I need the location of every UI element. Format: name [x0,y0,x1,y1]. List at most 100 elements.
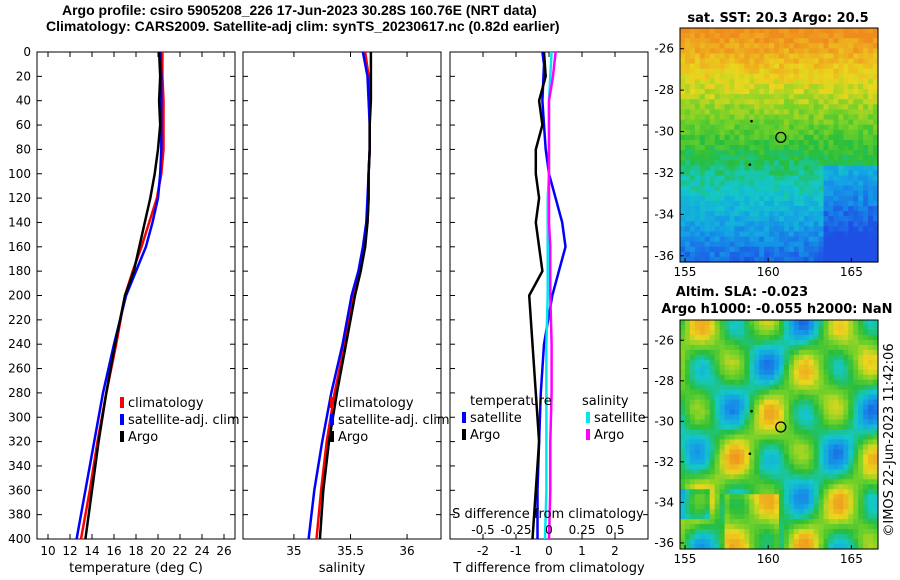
map-cell [754,78,760,85]
map-cell [739,459,745,465]
map-cell [709,170,716,177]
legend-label: satellite-adj. clim [338,413,450,428]
map-cell [709,324,716,331]
map-cell [813,78,820,85]
map-cell [694,489,701,495]
map-cell [739,489,745,495]
map-cell [823,58,830,65]
map-cell [788,324,795,331]
map-cell [818,379,825,386]
map-cell [699,145,706,151]
map-cell [699,185,706,192]
map-cell [769,474,775,480]
map-cell [684,119,691,126]
track-dot [750,119,753,123]
map-cell [699,68,706,75]
map-cell [699,241,706,248]
map-cell [759,424,765,431]
map-cell [783,190,790,197]
map-cell [858,216,864,222]
map-cell [779,175,785,182]
map-cell [828,124,835,131]
map-cell [719,334,726,341]
map-cell [714,339,721,346]
map-cell [759,529,765,535]
map-cell [813,399,820,406]
map-cell [699,33,706,39]
legend-label: Argo [338,430,368,445]
map-cell [783,236,790,243]
map-cell [838,334,844,341]
map-cell [724,134,731,141]
map-cell [764,544,770,550]
map-cell [684,544,691,550]
map-cell [680,119,686,126]
map-cell [838,384,844,391]
map-cell [694,374,701,381]
map-cell [774,119,780,126]
map-cell [714,429,721,436]
map-cell [833,409,839,416]
map-cell [848,464,854,470]
map-cell [788,469,795,475]
map-cell [798,479,805,485]
map-cell [704,99,711,105]
map-cell [818,139,825,146]
map-cell [769,200,775,207]
map-cell [774,226,780,233]
map-cell [719,83,726,90]
map-cell [793,251,800,258]
map-cell [858,529,864,535]
map-cell [783,251,790,258]
map-cell [863,379,869,386]
map-cell [873,429,879,436]
map-cell [779,399,785,406]
map-cell [823,489,830,495]
map-cell [868,221,874,227]
map-cell [843,464,849,470]
map-cell [798,374,805,381]
x-tick-label: 1 [578,544,586,558]
map-cell [793,139,800,146]
map-cell [704,206,711,212]
map-cell [699,58,706,65]
map-cell [774,424,780,431]
map-cell [764,251,770,258]
map-cell [843,99,849,105]
map-cell [744,489,750,495]
map-cell [813,404,820,411]
map-cell [803,454,810,460]
map-cell [838,529,844,535]
map-cell [774,504,780,510]
map-cell [798,129,805,136]
map-cell [828,320,835,326]
map-cell [818,484,825,490]
map-cell [769,329,775,336]
map-cell [783,544,790,550]
map-cell [863,329,869,336]
map-cell [694,38,701,44]
map-cell [798,165,805,172]
map-cell [823,139,830,146]
x-tick-label: 10 [40,544,55,558]
map-cell [843,124,849,131]
map-cell [744,504,750,510]
map-cell [744,73,750,80]
map-cell [828,119,835,126]
y-tick-label: 120 [8,191,31,205]
map-cell [833,89,839,95]
map-cell [694,236,701,243]
map-cell [863,119,869,126]
map-cell [853,504,859,510]
map-cell [843,251,849,258]
map-cell [739,384,745,391]
map-cell [813,529,820,535]
map-cell [783,469,790,475]
map-cell [684,241,691,248]
map-cell [838,109,844,116]
map-cell [783,109,790,116]
map-cell [684,63,691,70]
map-cell [754,170,760,177]
map-cell [724,150,731,156]
map-cell [808,320,815,326]
